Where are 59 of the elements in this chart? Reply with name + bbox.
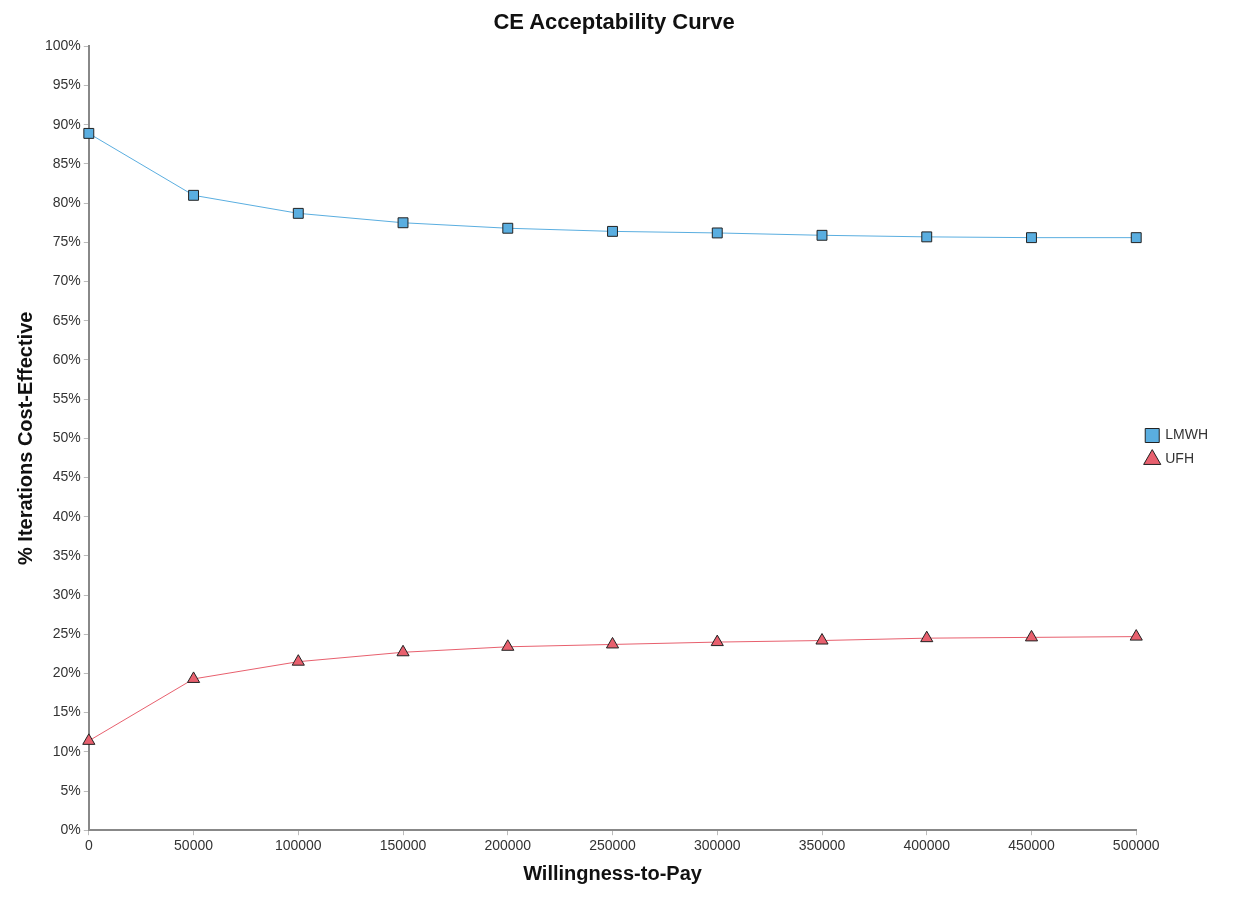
point — [920, 630, 934, 643]
point — [710, 634, 724, 647]
y-tick-label: 40% — [52, 507, 81, 524]
legend-label: UFH — [1165, 450, 1195, 467]
point — [292, 207, 304, 219]
y-tick-label: 90% — [52, 115, 81, 132]
point — [605, 636, 620, 649]
point — [83, 127, 95, 139]
y-tick-label: 0% — [60, 821, 81, 838]
y-tick-label: 65% — [52, 311, 81, 328]
y-axis-title: % Iterations Cost-Effective — [13, 311, 36, 565]
chart-title: CE Acceptability Curve — [493, 9, 735, 35]
point — [186, 671, 201, 683]
x-tick-label: 250000 — [589, 837, 637, 854]
x-tick-label: 150000 — [379, 837, 427, 854]
point — [815, 633, 829, 645]
y-tick-label: 10% — [52, 742, 81, 759]
point — [816, 229, 828, 241]
y-tick-label: 75% — [52, 233, 81, 250]
y-tick-label: 25% — [52, 625, 81, 642]
point — [396, 644, 410, 657]
point — [1130, 232, 1142, 244]
x-tick-label: 350000 — [798, 837, 846, 854]
y-tick-label: 15% — [52, 703, 81, 720]
y-tick-label: 20% — [52, 664, 81, 681]
x-tick-label: 0 — [84, 837, 93, 854]
y-tick-label: 50% — [52, 429, 81, 446]
point — [607, 225, 618, 237]
y-tick-label: 5% — [60, 781, 81, 798]
x-axis-title: Willingness-to-Pay — [523, 861, 703, 884]
y-tick-label: 55% — [52, 389, 81, 406]
point — [502, 222, 514, 234]
point — [1129, 629, 1143, 641]
y-tick-label: 30% — [52, 585, 81, 602]
point — [188, 189, 199, 201]
point — [501, 639, 515, 651]
point — [921, 231, 933, 243]
x-tick-label: 200000 — [484, 837, 532, 854]
point — [1026, 232, 1037, 244]
y-tick-label: 95% — [52, 76, 81, 93]
point — [291, 654, 305, 666]
y-tick-label: 85% — [52, 154, 81, 171]
point — [711, 227, 723, 239]
y-tick-label: 100% — [44, 37, 81, 54]
point — [1024, 629, 1039, 642]
x-tick-label: 100000 — [274, 837, 322, 854]
y-tick-label: 80% — [52, 194, 81, 211]
y-tick-label: 60% — [52, 350, 81, 367]
x-tick-label: 50000 — [174, 837, 214, 854]
x-tick-label: 450000 — [1008, 837, 1056, 854]
point — [397, 217, 409, 229]
legend-label: LMWH — [1165, 426, 1209, 443]
y-tick-label: 70% — [52, 272, 81, 289]
x-tick-label: 400000 — [903, 837, 951, 854]
y-tick-label: 35% — [52, 546, 81, 563]
x-tick-label: 500000 — [1112, 837, 1160, 854]
y-tick-label: 45% — [52, 468, 81, 485]
point — [82, 733, 96, 745]
x-tick-label: 300000 — [693, 837, 741, 854]
